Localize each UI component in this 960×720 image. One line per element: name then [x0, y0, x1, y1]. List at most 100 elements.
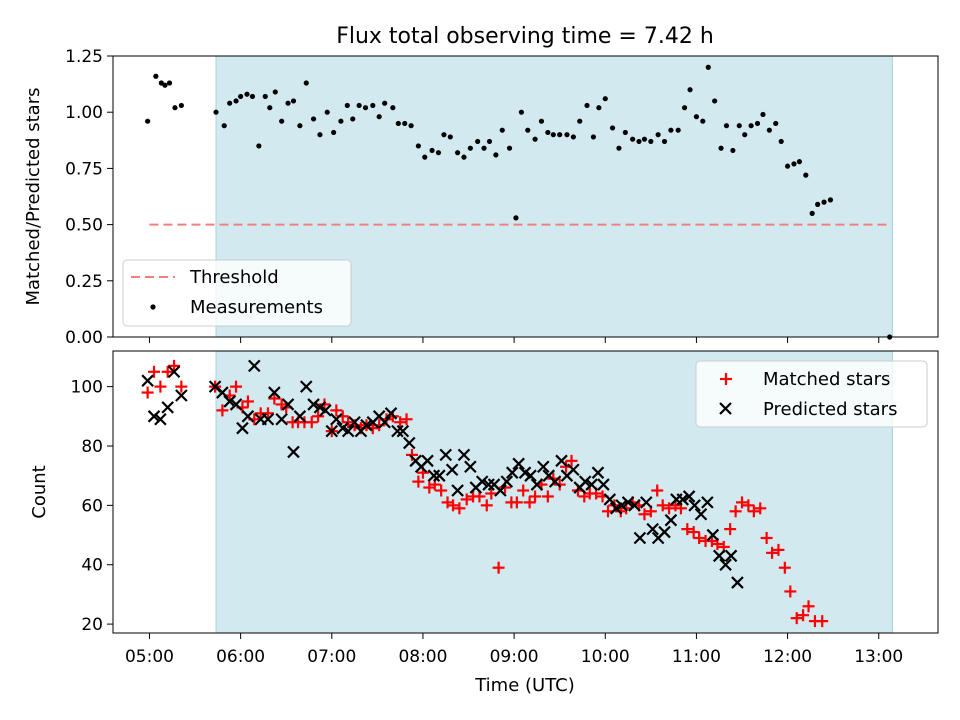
- top-x-ticks: [148, 337, 880, 343]
- measurement-point: [382, 100, 388, 106]
- measurement-point: [285, 100, 291, 106]
- measurement-point: [815, 201, 821, 207]
- matched-star-point: [480, 499, 493, 512]
- measurement-point: [609, 125, 616, 131]
- measurement-point: [213, 109, 219, 115]
- matched-star-point: [161, 365, 174, 378]
- predicted-star-point: [621, 496, 635, 509]
- measurement-point: [435, 150, 442, 156]
- predicted-star-point: [494, 484, 507, 497]
- matched-star-point: [729, 505, 742, 518]
- measurement-point: [596, 105, 602, 111]
- measurement-point: [233, 98, 239, 104]
- measurement-point: [238, 93, 244, 100]
- x-tick-label: 11:00: [672, 647, 721, 667]
- legend-matched-swatch: [720, 373, 732, 385]
- measurement-point: [395, 120, 401, 127]
- legend-matched-label: Matched stars: [763, 369, 890, 390]
- matched-star-point: [268, 392, 281, 405]
- measurement-point: [538, 118, 545, 124]
- matched-star-point: [802, 600, 815, 613]
- measurement-point: [742, 132, 748, 138]
- predicted-star-point: [261, 412, 275, 426]
- predicted-star-point: [633, 531, 647, 545]
- measurement-point: [681, 105, 688, 111]
- predicted-star-point: [229, 398, 243, 411]
- predicted-star-point: [433, 469, 446, 482]
- x-tick-label: 07:00: [307, 647, 356, 667]
- y-tick-label: 0.50: [65, 216, 103, 236]
- y-tick-label: 80: [81, 437, 103, 457]
- measurement-point: [279, 118, 285, 124]
- measurement-point: [331, 129, 337, 136]
- predicted-star-point: [548, 475, 562, 488]
- predicted-star-point: [706, 528, 720, 542]
- matched-star-point: [816, 615, 829, 628]
- predicted-star-point: [451, 484, 464, 497]
- predicted-star-point: [500, 475, 514, 488]
- matched-star-point: [790, 612, 803, 625]
- measurement-point: [303, 80, 309, 86]
- measurement-point: [668, 127, 674, 133]
- measurement-point: [712, 98, 718, 104]
- measurement-point: [602, 96, 608, 102]
- matched-star-point: [523, 496, 536, 509]
- bottom-axes-frame: [112, 350, 939, 634]
- measurement-point: [577, 118, 583, 124]
- predicted-star-point: [694, 507, 708, 521]
- measurement-point: [590, 134, 597, 140]
- predicted-star-point: [445, 463, 459, 477]
- measurement-point: [766, 127, 772, 133]
- top-axes-frame: [112, 55, 939, 338]
- predicted-star-point: [524, 469, 537, 482]
- y-tick-label: 40: [81, 556, 103, 576]
- predicted-star-point: [530, 478, 544, 491]
- measurement-point: [675, 127, 681, 133]
- measurement-point: [429, 147, 435, 154]
- measurement-point: [350, 116, 356, 122]
- matched-star-point: [693, 532, 706, 545]
- matched-star-point: [541, 490, 554, 503]
- predicted-star-point: [325, 424, 339, 438]
- matched-star-point: [330, 404, 343, 417]
- measurement-point: [338, 118, 344, 124]
- predicted-star-point: [293, 410, 307, 423]
- y-tick-label: 0.25: [65, 272, 103, 292]
- top-y-ticks: 0.00 0.25 0.50 0.75 1.00 1.25: [65, 47, 113, 348]
- predicted-star-point: [676, 493, 690, 506]
- bottom-x-ticks: 05:00 06:00 07:00 08:00 09:00 10:00 11:00 12:00…: [125, 633, 903, 667]
- matched-star-point: [453, 502, 466, 515]
- legend-predicted-label: Predicted stars: [763, 399, 897, 420]
- matched-star-point: [772, 543, 785, 556]
- figure-title: Flux total observing time = 7.42 h: [336, 24, 714, 49]
- predicted-star-point: [248, 359, 261, 373]
- predicted-star-point: [597, 478, 610, 491]
- predicted-star-point: [154, 412, 167, 426]
- predicted-star-point: [384, 407, 398, 420]
- predicted-star-point: [378, 415, 391, 429]
- measurement-point: [317, 132, 323, 138]
- measurement-point: [402, 120, 408, 127]
- measurement-point: [630, 136, 636, 142]
- matched-star-point: [492, 561, 505, 574]
- x-tick-label: 13:00: [854, 647, 903, 667]
- predicted-star-point: [330, 412, 343, 426]
- measurement-point: [178, 102, 184, 109]
- x-tick-label: 12:00: [763, 647, 812, 667]
- measurement-point: [267, 105, 273, 111]
- measurement-point: [227, 100, 233, 106]
- x-tick-label: 09:00: [490, 647, 539, 667]
- measurement-point: [550, 132, 556, 138]
- matched-star-point: [778, 561, 791, 574]
- predicted-star-point: [223, 395, 236, 408]
- predicted-star-point: [275, 412, 288, 426]
- matched-star-point: [553, 478, 566, 491]
- measurement-point: [773, 120, 779, 127]
- measurement-point: [700, 118, 706, 124]
- measurement-point: [272, 89, 278, 95]
- predicted-star-point: [506, 466, 519, 479]
- predicted-star-point: [396, 424, 410, 438]
- predicted-star-point: [536, 460, 550, 474]
- measurement-point: [153, 73, 159, 79]
- predicted-star-point: [287, 445, 300, 459]
